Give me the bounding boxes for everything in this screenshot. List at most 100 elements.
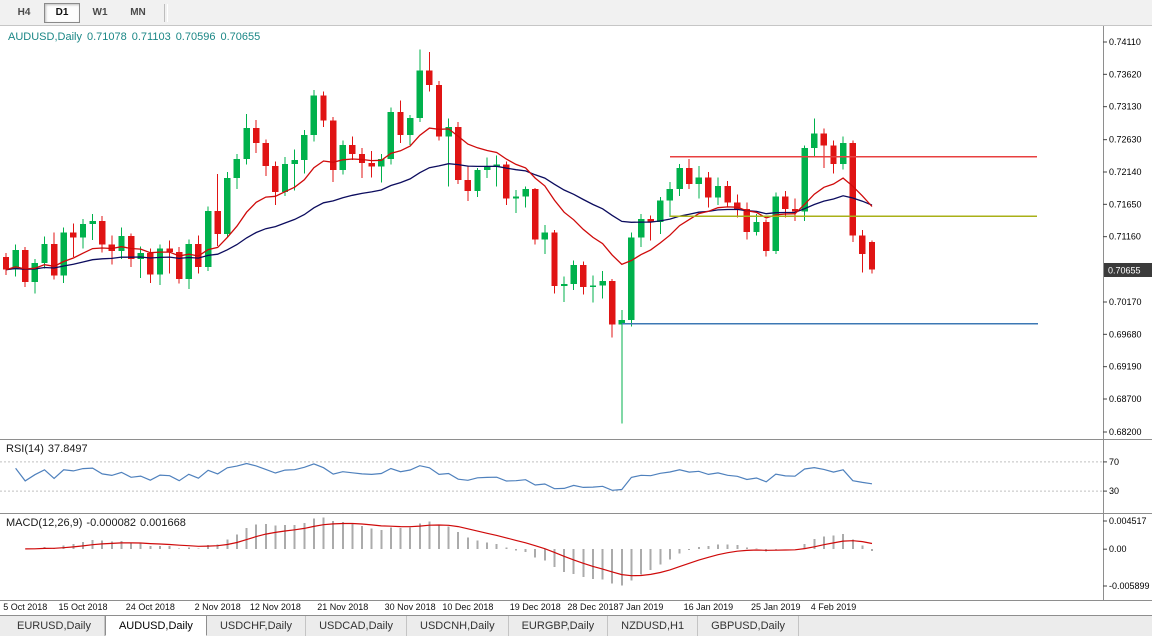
timeframe-button-h4[interactable]: H4: [17, 7, 31, 18]
candle-body: [580, 265, 587, 287]
candle-body: [435, 84, 443, 137]
rsi-canvas[interactable]: 70 30: [0, 440, 1152, 513]
candle-body: [503, 164, 510, 199]
time-axis-label: 30 Nov 2018: [384, 602, 436, 612]
rsi-pane[interactable]: 70 30 RSI(14) 37.8497: [0, 440, 1152, 514]
time-axis-label: 25 Jan 2019: [750, 602, 801, 612]
candle-body: [339, 144, 346, 171]
time-axis-label: 19 Dec 2018: [509, 602, 561, 612]
svg-text:0.72630: 0.72630: [1109, 135, 1142, 145]
time-axis-label: 16 Jan 2019: [683, 602, 734, 612]
candle-body: [762, 222, 770, 252]
svg-text:0.68700: 0.68700: [1109, 394, 1142, 404]
svg-text:0.72140: 0.72140: [1109, 167, 1142, 177]
svg-text:70: 70: [1109, 457, 1119, 467]
candle-body: [676, 168, 683, 190]
candle-body: [782, 196, 789, 209]
chart-ohlc-title: AUDUSD,Daily 0.71078 0.71103 0.70596 0.70655: [8, 31, 265, 43]
candle-body: [647, 218, 654, 223]
chart-tab-usdcad[interactable]: USDCAD,Daily: [306, 616, 408, 636]
close-value: 0.70655: [220, 31, 261, 43]
svg-text:0.00: 0.00: [1109, 544, 1127, 554]
rsi-value: 37.8497: [47, 443, 88, 455]
candle-body: [445, 127, 452, 137]
chart-tab-gbpusd[interactable]: GBPUSD,Daily: [698, 616, 800, 636]
candle-body: [320, 95, 327, 121]
candle-body: [589, 285, 597, 287]
time-axis-label: 7 Jan 2019: [618, 602, 664, 612]
chart-tab-eurusd[interactable]: EURUSD,Daily: [4, 616, 105, 636]
time-axis-label: 12 Nov 2018: [249, 602, 301, 612]
candle-body: [378, 158, 385, 167]
candle-body: [724, 185, 731, 203]
candle-body: [204, 210, 212, 268]
candle-body: [714, 185, 722, 198]
chart-tab-eurgbp[interactable]: EURGBP,Daily: [509, 616, 609, 636]
time-axis-label: 5 Oct 2018: [3, 602, 48, 612]
candle-body: [609, 280, 616, 325]
chart-tab-audusd[interactable]: AUDUSD,Daily: [104, 615, 207, 636]
candle-body: [166, 248, 173, 252]
candle-body: [618, 319, 626, 325]
price-pane[interactable]: 0.74110 0.73620 0.73130 0.72630 0.72140 0.716…: [0, 26, 1152, 440]
candle-body: [329, 120, 337, 171]
chart-tabs-bar: EURUSD,Daily AUDUSD,Daily USDCHF,Daily USDC…: [0, 615, 1152, 636]
candle-body: [387, 111, 395, 159]
candle-body: [156, 248, 164, 275]
timeframe-button-mn[interactable]: MN: [130, 7, 146, 18]
timeframe-button-d1[interactable]: D1: [44, 2, 80, 23]
time-axis[interactable]: 5 Oct 2018 15 Oct 2018 24 Oct 2018 2 Nov 20…: [0, 601, 1152, 615]
svg-text:-0.005899: -0.005899: [1109, 581, 1150, 591]
candle-body: [368, 162, 375, 167]
time-axis-label: 10 Dec 2018: [442, 602, 494, 612]
current-price-badge: [1104, 262, 1152, 277]
candle-body: [416, 70, 423, 118]
candle-body: [176, 251, 183, 279]
candle-body: [551, 232, 558, 287]
candle-body: [60, 232, 67, 276]
ma-13-line: [5, 127, 873, 271]
svg-text:0.004517: 0.004517: [1109, 516, 1147, 526]
candle-body: [811, 133, 818, 149]
chart-tab-nzdusd[interactable]: NZDUSD,H1: [608, 616, 699, 636]
svg-text:0.73130: 0.73130: [1109, 102, 1142, 112]
candle-body: [147, 253, 154, 275]
candle-body: [118, 236, 125, 252]
candle-body: [137, 253, 144, 260]
timeframe-button-w1[interactable]: W1: [92, 7, 108, 18]
macd-canvas[interactable]: 0.004517 0.00 -0.005899: [0, 514, 1152, 600]
chart-tab-usdchf[interactable]: USDCHF,Daily: [207, 616, 307, 636]
candle-body: [657, 200, 664, 223]
candle-body: [666, 189, 674, 201]
price-axis: 0.74110 0.73620 0.73130 0.72630 0.72140 0.716…: [1103, 37, 1142, 437]
candle-body: [50, 243, 58, 276]
candle-body: [349, 144, 356, 155]
candle-body: [570, 265, 577, 285]
candle-body: [252, 127, 260, 143]
svg-text:0.69190: 0.69190: [1109, 362, 1142, 372]
svg-text:0.74110: 0.74110: [1109, 37, 1141, 47]
svg-text:0.68200: 0.68200: [1109, 427, 1142, 437]
time-axis-label: 4 Feb 2019: [810, 602, 857, 612]
candle-body: [281, 164, 289, 192]
candle-body: [243, 127, 250, 159]
candle-body: [868, 241, 876, 270]
candle-body: [512, 196, 520, 199]
macd-name: MACD(12,26,9): [6, 517, 83, 529]
chart-tab-usdcnh[interactable]: USDCNH,Daily: [407, 616, 509, 636]
candle-body: [734, 202, 741, 209]
candle-body: [79, 224, 87, 238]
candle-body: [791, 208, 799, 212]
candle-body: [628, 237, 635, 320]
candle-body: [820, 133, 828, 146]
candle-body: [22, 249, 29, 283]
candle-body: [474, 170, 481, 192]
candle-body: [233, 158, 241, 178]
candle-body: [301, 135, 308, 161]
macd-pane[interactable]: 0.004517 0.00 -0.005899 MACD(12,26,9) -0.00…: [0, 514, 1152, 601]
candle-body: [41, 243, 48, 264]
candle-body: [839, 142, 847, 165]
price-chart-canvas[interactable]: 0.74110 0.73620 0.73130 0.72630 0.72140 0.716…: [0, 26, 1152, 439]
candle-body: [127, 236, 135, 260]
